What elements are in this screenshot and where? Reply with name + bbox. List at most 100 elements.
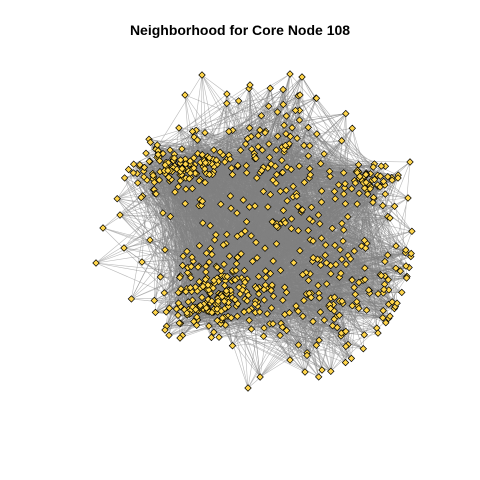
graph-node [337,269,345,277]
graph-node [213,263,221,271]
graph-node [279,296,287,304]
graph-node [218,314,227,322]
graph-node [339,237,347,245]
graph-node [276,187,285,195]
graph-node [251,202,259,210]
graph-node [130,160,138,168]
graph-node [150,296,158,305]
graph-node [248,145,256,153]
graph-node [188,184,196,193]
graph-node [361,264,369,272]
graph-node [175,124,183,132]
graph-node [294,341,303,349]
graph-node [396,267,405,275]
graph-node [315,336,323,344]
graph-node [205,258,213,266]
graph-node [340,190,348,198]
graph-node [407,249,415,258]
graph-node [253,254,261,262]
graph-node [223,90,231,98]
graph-node [225,252,234,260]
graph-node [140,163,149,172]
graph-node [318,366,326,374]
graph-node [244,384,252,392]
graph-node [266,190,275,199]
graph-node [276,266,285,275]
graph-node [380,285,388,294]
graph-node [295,162,303,170]
graph-node [219,241,228,249]
graph-node [404,194,412,202]
graph-node [193,313,201,321]
graph-node [205,322,213,330]
graph-node [178,261,187,270]
graph-node [376,183,384,191]
graph-node [205,286,213,294]
graph-node [178,145,186,153]
graph-node [246,81,254,89]
graph-node [353,200,361,208]
graph-node [376,172,385,180]
graph-node [335,311,344,319]
graph-node [304,123,312,132]
graph-node [263,310,271,318]
graph-node [347,354,356,363]
graph-node [247,325,256,333]
graph-node [182,288,190,296]
graph-node [370,175,379,184]
graph-node [248,257,257,265]
graph-node [184,298,192,306]
graph-node [299,271,307,279]
graph-node [330,187,339,196]
graph-node [254,131,262,140]
graph-node [288,124,296,132]
graph-node [206,222,214,230]
graph-node [384,276,392,284]
graph-node [204,281,212,289]
graph-node [252,154,260,163]
graph-node [183,247,191,256]
graph-node [360,331,368,339]
graph-node [408,227,416,235]
graph-node [309,254,317,262]
graph-node [159,209,167,217]
graph-node [231,296,239,304]
graph-node [390,202,399,210]
graph-node [222,287,231,295]
graph-node [340,169,348,177]
graph-node [360,184,369,192]
graph-node [322,241,330,249]
graph-node [361,275,369,284]
graph-node [374,329,382,337]
graph-node [160,289,168,297]
graph-node [138,258,146,266]
graph-node [244,291,252,299]
graph-node [245,316,253,324]
graph-node [202,268,210,276]
graph-node [162,308,170,316]
graph-node [186,284,195,292]
graph-node [242,218,251,226]
graph-node [267,160,275,168]
graph-node [255,290,263,298]
graph-node [379,306,387,315]
graph-node [307,203,316,211]
graph-node [201,275,210,284]
graph-node [176,156,185,164]
graph-node [265,153,274,162]
graph-node [294,307,302,315]
graph-node [116,211,124,219]
graph-node [261,281,270,289]
graph-node [159,149,167,158]
graph-node [328,224,336,232]
graph-node [281,141,290,150]
graph-node [221,158,229,166]
graph-node [330,293,339,301]
graph-node [331,195,339,203]
graph-node [315,373,323,381]
graph-node [269,320,277,328]
graph-node [215,333,223,341]
graph-node [166,212,175,221]
graph-node [283,197,291,205]
graph-node [278,323,287,331]
